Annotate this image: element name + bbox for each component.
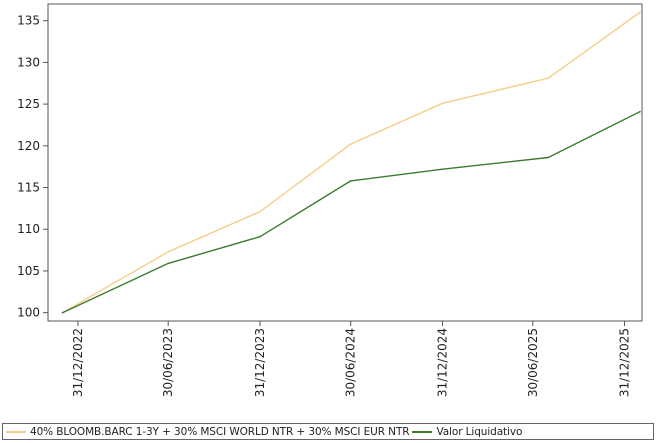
x-tick-label: 31/12/2024: [436, 328, 450, 397]
x-tick-label: 30/06/2025: [526, 328, 540, 397]
legend-swatch-nav: [412, 430, 433, 433]
series-1-point-5: [547, 156, 549, 159]
x-tick-label: 31/12/2023: [253, 328, 267, 397]
series-1-point-0: [61, 311, 64, 314]
series-0-point-3: [349, 143, 352, 145]
y-tick-label: 105: [17, 264, 40, 278]
legend-label-benchmark: 40% BLOOMB.BARC 1-3Y + 30% MSCI WORLD NT…: [30, 425, 410, 438]
y-axis: 100 105 110 115 120 125 130 135: [17, 14, 48, 320]
y-tick-label: 100: [17, 306, 40, 320]
series-1-point-2: [259, 235, 261, 238]
series-1-point-1: [167, 262, 169, 265]
plot-border: [47, 3, 643, 322]
y-tick-label: 125: [17, 97, 40, 111]
y-tick-label: 120: [17, 139, 40, 153]
y-tick-label: 130: [17, 55, 40, 69]
x-tick-label: 30/06/2023: [161, 328, 175, 397]
x-tick-label: 31/12/2025: [618, 328, 632, 397]
legend-item-benchmark: 40% BLOOMB.BARC 1-3Y + 30% MSCI WORLD NT…: [6, 425, 410, 438]
chart-legend: 40% BLOOMB.BARC 1-3Y + 30% MSCI WORLD NT…: [2, 423, 654, 440]
series-1-point-6: [639, 110, 641, 113]
line-chart: 100 105 110 115 120 125 130 135 31/12/2022 30/06…: [17, 3, 643, 397]
legend-swatch-benchmark: [6, 430, 26, 433]
x-axis: 31/12/2022 30/06/2023 31/12/2023 30/06/2024…: [71, 321, 632, 397]
legend-label-nav: Valor Liquidativo: [436, 425, 523, 438]
series-0-point-2: [259, 210, 261, 213]
y-tick-label: 110: [17, 222, 40, 236]
legend-item-nav: Valor Liquidativo: [412, 426, 522, 438]
y-tick-label: 115: [17, 181, 40, 195]
x-tick-label: 31/12/2022: [71, 328, 85, 397]
series-1-point-3: [349, 180, 352, 182]
plot-area: [47, 3, 643, 322]
series-0-point-5: [547, 77, 549, 79]
x-tick-label: 30/06/2024: [344, 328, 358, 397]
series-lines: [61, 11, 641, 314]
series-0-point-6: [639, 11, 641, 14]
series-0-point-1: [167, 251, 169, 253]
series-0-point-4: [441, 102, 444, 105]
series-1-point-4: [441, 168, 444, 170]
y-tick-label: 135: [17, 14, 40, 28]
